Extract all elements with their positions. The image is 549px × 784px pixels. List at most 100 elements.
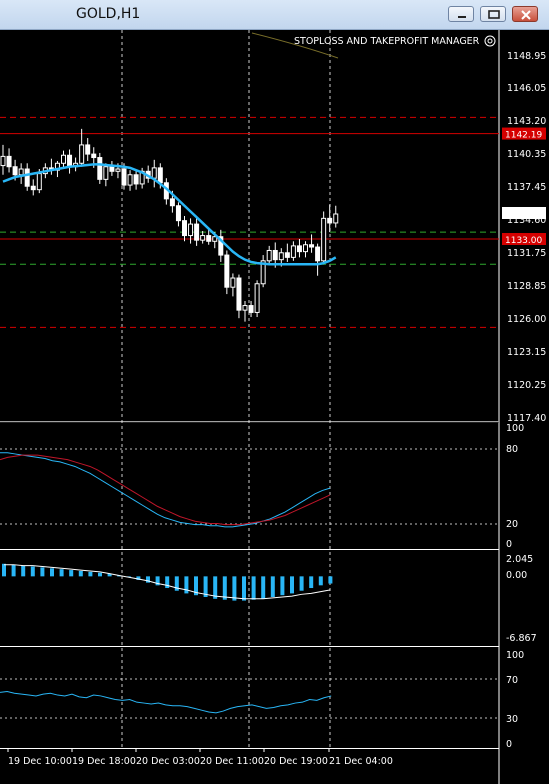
level-lines (0, 116, 499, 328)
macd-tick-label: 0.00 (506, 570, 527, 581)
bear-candle (224, 254, 230, 288)
bull-candle (200, 235, 206, 241)
trend-line (251, 32, 339, 59)
macd-histogram-bar (261, 576, 266, 599)
bear-candle (97, 157, 103, 180)
stoch-tick-label: 20 (506, 519, 518, 530)
bear-candle (24, 168, 30, 187)
macd-histogram-bar (318, 576, 323, 586)
bear-candle (206, 235, 212, 242)
bull-candle (278, 252, 284, 261)
macd-tick-label: -6.867 (506, 633, 537, 644)
title-bar[interactable]: GOLD,H1 (0, 0, 549, 30)
price-tick-label: 1117.40 (507, 413, 546, 424)
bear-candle (157, 167, 163, 184)
macd-histogram-bar (299, 576, 304, 591)
bull-candle (115, 168, 121, 172)
stoch-tick-label: 100 (506, 423, 524, 434)
time-tick-label: 21 Dec 04:00 (329, 756, 393, 767)
bear-candle (133, 174, 139, 185)
rsi-tick-label: 0 (506, 739, 512, 750)
macd-histogram-bar (69, 570, 74, 577)
lower-level-tag: 1133.00 (505, 236, 542, 246)
close-button[interactable] (512, 6, 538, 22)
macd-histogram-bar (174, 576, 179, 591)
bull-candle (103, 166, 109, 180)
lower-level-tag-box (502, 233, 546, 246)
bull-candle (188, 223, 194, 237)
macd-histogram-bar (242, 576, 246, 601)
price-tick-label: 1128.85 (507, 281, 546, 292)
time-tick-label: 19 Dec 18:00 (72, 756, 136, 767)
bull-candle (230, 277, 236, 288)
macd-histogram-bar (203, 576, 208, 598)
bull-candle (0, 155, 6, 167)
macd-histogram-bar (2, 563, 6, 577)
bear-candle (296, 245, 302, 253)
price-chart[interactable]: 1148.95 1146.05 1143.20 1140.35 1137.45 1134.… (0, 30, 549, 784)
upper-level-tag-box (502, 127, 546, 140)
bear-candle (327, 217, 333, 224)
price-tick-label: 1120.25 (507, 380, 546, 391)
bear-candle (91, 153, 97, 159)
price-tick-label: 1134.60 (507, 215, 546, 226)
sltp-manager-icon[interactable] (484, 35, 496, 47)
macd-histogram-bar (222, 576, 227, 600)
window-title: GOLD,H1 (76, 6, 141, 22)
macd-histogram-bar (136, 576, 141, 580)
price-tick-label: 1126.00 (507, 314, 546, 325)
chart-frame (0, 30, 500, 784)
macd-histogram-bar (184, 576, 189, 594)
price-tick-label: 1123.15 (507, 347, 546, 358)
stoch-tick-label: 80 (506, 444, 518, 455)
bull-candle (254, 283, 260, 313)
macd-histogram-bar (146, 576, 150, 583)
bull-candle (151, 167, 157, 179)
bull-candle (127, 174, 133, 186)
bear-candle (169, 198, 175, 207)
stochastic-signal-line (0, 454, 331, 526)
price-tick-label: 1140.35 (507, 149, 546, 160)
stoch-tick-label: 0 (506, 539, 512, 550)
bull-candle (266, 249, 272, 262)
macd-histogram-bar (40, 567, 45, 577)
macd-histogram-bar (280, 576, 285, 596)
maximize-icon (488, 10, 500, 19)
macd-indicator (2, 563, 333, 601)
maximize-button[interactable] (480, 6, 506, 22)
grid (0, 30, 499, 748)
rsi-tick-label: 30 (506, 714, 518, 725)
macd-tick-label: 2.045 (506, 554, 533, 565)
macd-histogram-bar (50, 568, 54, 577)
price-tick-label: 1131.75 (507, 248, 546, 259)
macd-histogram-bar (328, 576, 333, 584)
sltp-manager-label: STOPLOSS AND TAKEPROFIT MANAGER (294, 36, 480, 47)
bear-candle (30, 185, 36, 191)
bull-candle (79, 144, 85, 164)
price-tick-label: 1146.05 (507, 83, 546, 94)
stochastic-main-line (0, 452, 331, 528)
rsi-line (0, 690, 332, 714)
macd-histogram-bar (88, 571, 93, 577)
macd-histogram-bar (155, 576, 160, 586)
bull-candle (333, 213, 339, 224)
minimize-button[interactable] (448, 6, 474, 22)
macd-histogram-bar (107, 573, 112, 577)
axes-labels: 1148.95 1146.05 1143.20 1140.35 1137.45 1134.… (7, 51, 546, 767)
stochastic-oscillator (0, 452, 331, 528)
close-icon (521, 10, 531, 20)
bear-candle (284, 252, 290, 258)
macd-histogram-bar (165, 576, 170, 589)
bear-candle (67, 154, 73, 168)
time-tick-label: 20 Dec 11:00 (200, 756, 264, 767)
bear-candle (218, 236, 224, 256)
macd-histogram-bar (98, 572, 102, 577)
macd-histogram-bar (194, 576, 198, 596)
bear-candle (109, 166, 115, 172)
bear-candle (194, 223, 200, 241)
time-tick-label: 20 Dec 03:00 (136, 756, 200, 767)
current-price-tag-box (502, 207, 546, 219)
current-price-tag: 1135.18 (505, 210, 542, 220)
macd-histogram-bar (30, 566, 35, 577)
bear-candle (315, 246, 321, 262)
